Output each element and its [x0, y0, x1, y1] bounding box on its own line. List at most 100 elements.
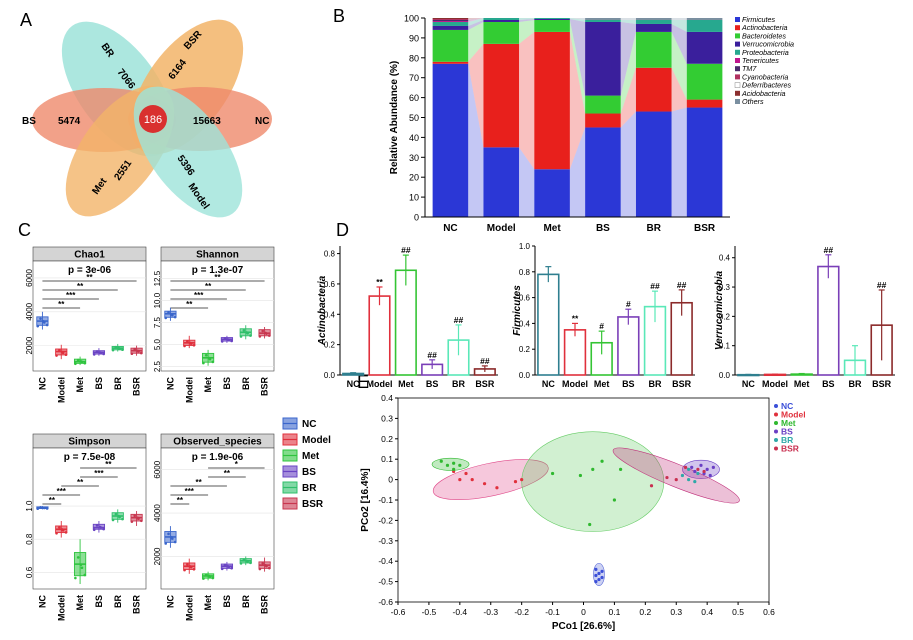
- scatter-point: [594, 573, 598, 578]
- x-tick-label: BR: [113, 595, 123, 608]
- data-point: [45, 323, 49, 327]
- x-tick-label: Met: [203, 377, 213, 393]
- scatter-point: [550, 471, 555, 476]
- stack-connector-band: [569, 18, 586, 22]
- x-tick-label: Model: [762, 379, 788, 389]
- legend-swatch: [735, 90, 740, 96]
- stacked-bar-segment: [686, 31, 723, 64]
- stacked-bar-segment: [432, 29, 469, 62]
- p-value-label: p = 3e-06: [68, 265, 112, 276]
- x-tick-label: BR: [452, 379, 465, 389]
- data-point: [211, 576, 215, 580]
- data-point: [79, 360, 83, 363]
- y-tick-label: 10: [409, 193, 419, 203]
- significance-stars: ***: [94, 469, 104, 478]
- data-point: [36, 324, 40, 328]
- y-axis-title: Verrucomicrobia: [714, 271, 725, 351]
- stacked-bar-segment: [686, 99, 723, 108]
- data-point: [139, 519, 143, 523]
- y-tick-label: 0.0: [324, 371, 336, 380]
- legend-entry: Met: [302, 451, 320, 462]
- data-point: [64, 353, 68, 357]
- significance-stars: **: [224, 469, 231, 478]
- x-tick-label: NC: [37, 377, 47, 390]
- legend-entry: BSR: [302, 499, 324, 510]
- data-point: [245, 331, 248, 334]
- data-point: [45, 507, 49, 510]
- legend-entry: Others: [742, 97, 764, 106]
- data-point: [170, 535, 173, 539]
- data-point: [74, 362, 77, 366]
- stack-connector-band: [569, 31, 586, 170]
- y-tick-label: 5.0: [153, 338, 162, 350]
- venn-label-nc: NC: [255, 116, 269, 127]
- legend-entry: Model: [302, 435, 331, 446]
- legend-swatch: [734, 82, 741, 88]
- significance-mark: #: [626, 299, 631, 309]
- scatter-point: [665, 475, 669, 480]
- legend-swatch: [735, 58, 740, 63]
- y-tick-label: 2000: [153, 547, 162, 565]
- x-tick-label: BSR: [260, 377, 270, 397]
- data-point: [242, 328, 246, 332]
- stack-connector-band: [519, 147, 535, 217]
- significance-stars: **: [177, 496, 184, 505]
- y-tick-label: 90: [409, 33, 419, 43]
- scatter-point: [597, 577, 601, 582]
- data-point: [226, 338, 230, 341]
- legend-entry: Proteobacteria: [742, 48, 789, 57]
- data-point: [39, 317, 42, 320]
- y-tick-label: 2.5: [153, 360, 162, 372]
- y-axis-title: PCo2 [16.4%]: [360, 468, 371, 531]
- stacked-bar-segment: [534, 18, 570, 20]
- scatter-point: [458, 478, 462, 482]
- y-tick-label: 30: [409, 153, 419, 163]
- bar: [563, 329, 587, 376]
- stack-connector-band: [468, 43, 484, 148]
- stack-connector-band: [569, 18, 586, 20]
- x-tick-label: 0.5: [732, 607, 744, 617]
- x-tick-label: -0.4: [453, 607, 468, 617]
- venn-center: [139, 105, 167, 133]
- data-point: [130, 352, 134, 356]
- x-tick-label: BS: [426, 379, 439, 389]
- x-tick-label: Met: [75, 595, 85, 611]
- data-point: [111, 518, 115, 522]
- panel-label-a: A: [20, 10, 32, 30]
- stacked-bar-segment: [534, 19, 570, 32]
- significance-stars: **: [186, 300, 193, 309]
- stack-connector-band: [671, 18, 687, 20]
- scatter-point: [702, 469, 706, 474]
- scatter-point: [674, 478, 678, 482]
- significance-mark: **: [376, 277, 383, 287]
- stacked-bar-segment: [534, 18, 570, 19]
- scatter-point: [683, 465, 688, 469]
- y-tick-label: 0.8: [25, 533, 34, 545]
- plot-frame: [32, 447, 147, 590]
- legend-marker: [774, 412, 778, 417]
- x-tick-label: Met: [594, 379, 610, 389]
- x-tick-label: NC: [37, 595, 47, 608]
- legend-entry: TM7: [742, 64, 757, 73]
- panel-label-c: C: [18, 220, 31, 240]
- significance-stars: ***: [185, 487, 195, 496]
- data-point: [98, 351, 102, 354]
- data-point: [239, 335, 243, 338]
- data-point: [98, 525, 102, 529]
- legend-entry: BS: [302, 467, 316, 478]
- data-point: [121, 348, 124, 352]
- scatter-point: [464, 471, 468, 476]
- y-tick-label: -0.5: [378, 577, 393, 587]
- y-tick-label: -0.2: [378, 515, 393, 525]
- panel-label-e: E: [357, 372, 369, 392]
- stack-connector-band: [620, 67, 636, 128]
- y-tick-label: 0: [388, 475, 393, 485]
- stacked-bar-segment: [635, 18, 672, 20]
- stack-connector-band: [468, 18, 484, 26]
- legend-entry: BS: [781, 427, 793, 437]
- x-tick-label: 0: [581, 607, 586, 617]
- significance-mark: ##: [480, 356, 490, 366]
- venn-shared-count: 186: [144, 114, 162, 126]
- data-point: [223, 563, 227, 567]
